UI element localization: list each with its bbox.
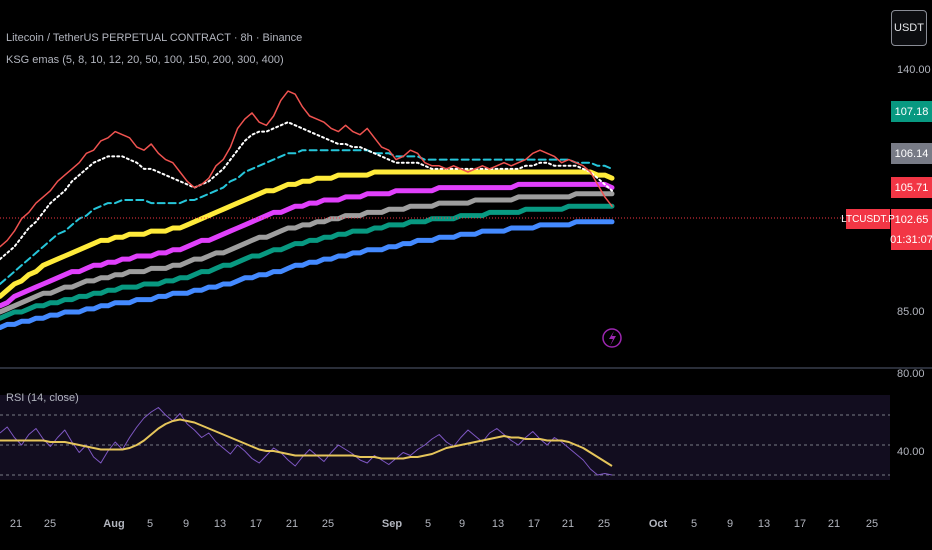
rsi-line[interactable] — [0, 407, 613, 476]
x-tick-label: 21 — [10, 518, 22, 530]
rsi-ma-line[interactable] — [0, 418, 613, 467]
symbol-title[interactable]: Litecoin / TetherUS PERPETUAL CONTRACT ·… — [6, 32, 303, 44]
x-tick-label: 9 — [183, 518, 189, 530]
rsi-axis-lower-label: 40.00 — [897, 446, 925, 458]
x-tick-label: 25 — [322, 518, 334, 530]
x-tick-label: Oct — [649, 518, 668, 530]
rsi-pane — [0, 407, 890, 476]
x-tick-label: 17 — [528, 518, 540, 530]
time-axis[interactable]: 21 25 Aug 5 9 13 17 21 25 Sep 5 9 13 17 21 25 Oct 5 9 13 17 2… — [10, 518, 878, 530]
ema-line-5[interactable] — [0, 191, 615, 315]
x-tick-label: 21 — [828, 518, 840, 530]
price-pane — [0, 90, 615, 331]
x-tick-label: Sep — [382, 518, 402, 530]
lightning-icon[interactable] — [602, 328, 622, 348]
currency-button[interactable]: USDT — [891, 10, 927, 46]
x-tick-label: 5 — [147, 518, 153, 530]
price-axis-top-label: 140.00 — [897, 64, 931, 76]
x-tick-label: 25 — [44, 518, 56, 530]
ema-line-3[interactable] — [0, 169, 615, 299]
ema-line-6[interactable] — [0, 203, 615, 321]
symbol-price-tag: LTCUSDT.P — [841, 209, 895, 229]
rsi-title[interactable]: RSI (14, close) — [6, 392, 79, 404]
rsi-band — [0, 395, 890, 480]
x-tick-label: 21 — [286, 518, 298, 530]
x-tick-label: 9 — [727, 518, 733, 530]
x-tick-label: 13 — [214, 518, 226, 530]
price-tag-gray: 106.14 — [891, 143, 932, 164]
ema-line-4[interactable] — [0, 181, 615, 309]
price-series-line[interactable] — [0, 90, 613, 248]
indicator-title[interactable]: KSG emas (5, 8, 10, 12, 20, 50, 100, 150… — [6, 54, 284, 66]
x-tick-label: Aug — [103, 518, 124, 530]
x-tick-label: 5 — [425, 518, 431, 530]
x-tick-label: 17 — [794, 518, 806, 530]
countdown-tag: 01:31:07 — [890, 229, 932, 250]
ema-line-2[interactable] — [0, 149, 613, 285]
price-tag-red: 105.71 — [891, 177, 932, 198]
x-tick-label: 9 — [459, 518, 465, 530]
last-price-tag: 102.65 — [891, 209, 932, 230]
rsi-axis-upper-label: 80.00 — [897, 368, 925, 380]
x-tick-label: 25 — [866, 518, 878, 530]
x-tick-label: 13 — [492, 518, 504, 530]
x-tick-label: 25 — [598, 518, 610, 530]
ema-line-7[interactable] — [0, 219, 615, 331]
x-tick-label: 5 — [691, 518, 697, 530]
x-tick-label: 13 — [758, 518, 770, 530]
price-axis-mid-label: 85.00 — [897, 306, 925, 318]
x-tick-label: 21 — [562, 518, 574, 530]
x-tick-label: 17 — [250, 518, 262, 530]
ema-line-1[interactable] — [0, 121, 613, 261]
price-tag-green: 107.18 — [891, 101, 932, 122]
